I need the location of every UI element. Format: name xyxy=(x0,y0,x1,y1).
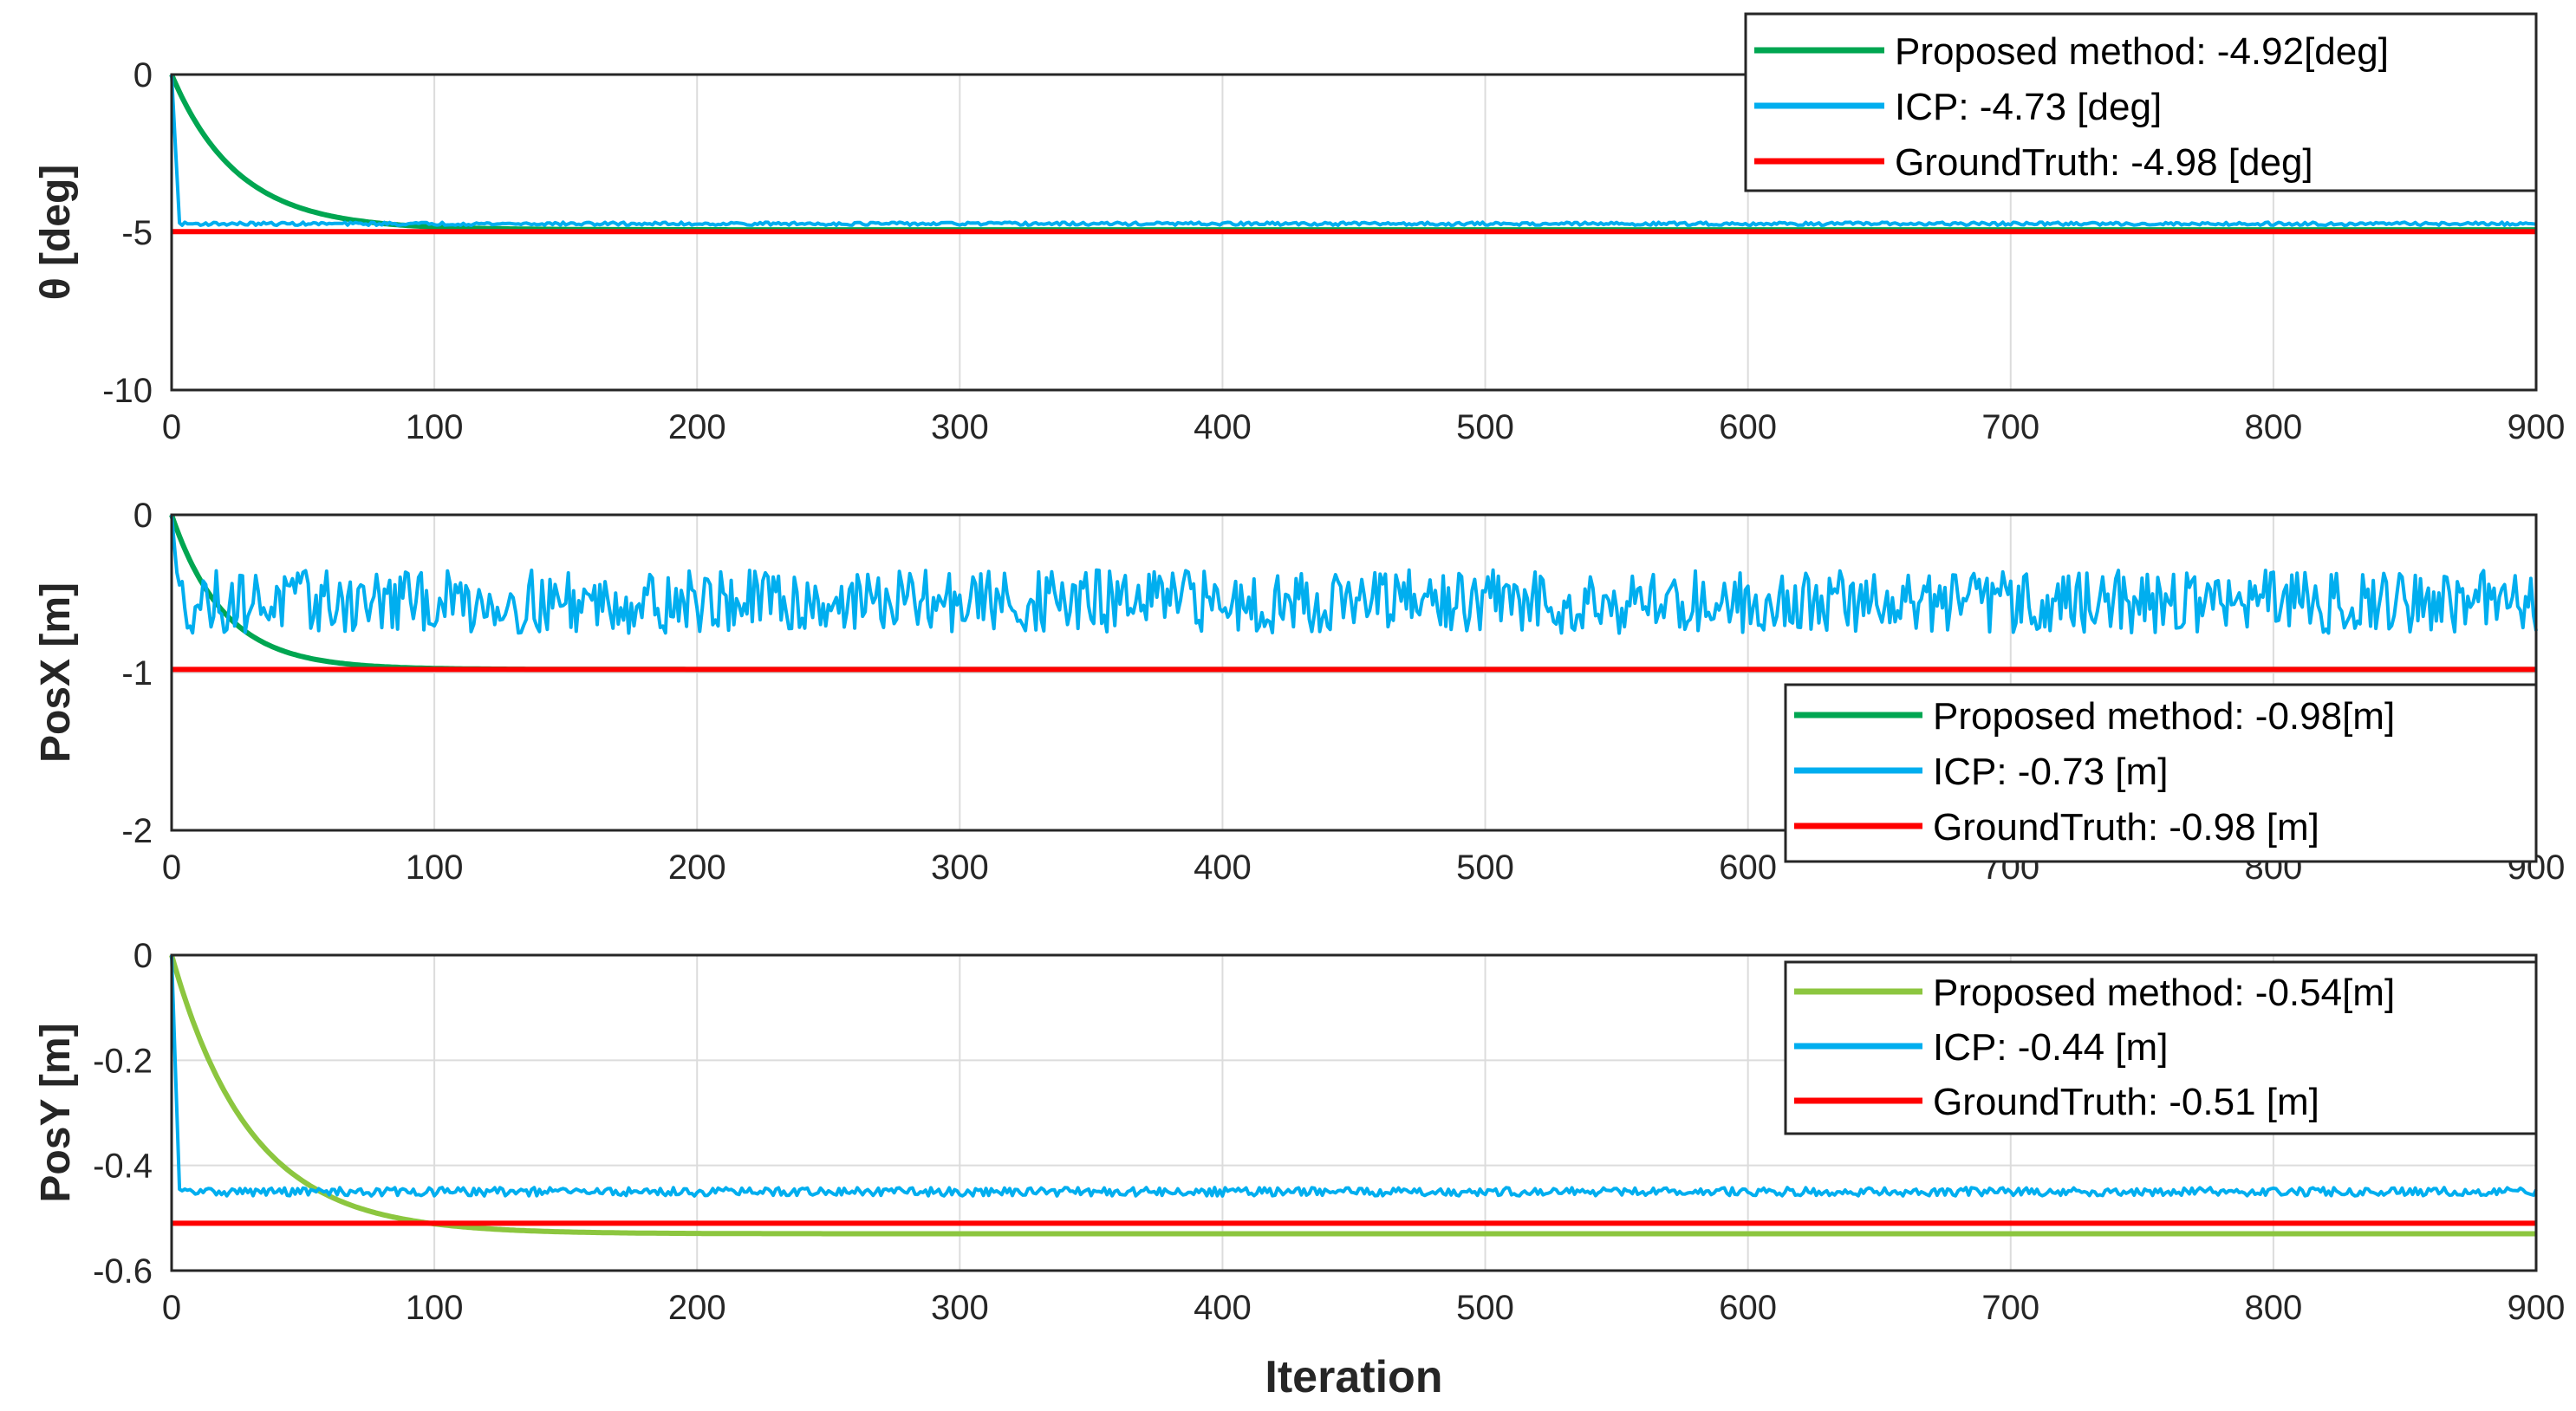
x-tick-label: 800 xyxy=(2245,408,2303,446)
x-tick-labels: 0 100 200 300 400 500 600 700 800 900 xyxy=(162,408,2566,446)
x-tick-label: 200 xyxy=(668,408,726,446)
y-tick-label: 0 xyxy=(133,56,153,94)
series-lines xyxy=(169,73,2537,235)
x-tick-label: 500 xyxy=(1456,1289,1514,1327)
x-tick-labels: 0 100 200 300 400 500 600 700 800 900 xyxy=(162,1289,2566,1327)
legend: Proposed method: -0.54[m] ICP: -0.44 [m]… xyxy=(1784,960,2538,1135)
y-tick-labels: 0 -1 -2 xyxy=(121,497,153,850)
legend: Proposed method: -4.92[deg] ICP: -4.73 [… xyxy=(1744,12,2538,192)
legend-label-proposed: Proposed method: -0.54[m] xyxy=(1933,972,2395,1014)
legend-label-groundtruth: GroundTruth: -0.51 [m] xyxy=(1933,1081,2319,1123)
y-tick-labels: 0 -5 -10 xyxy=(102,56,153,410)
legend-label-proposed: Proposed method: -4.92[deg] xyxy=(1895,30,2389,73)
y-tick-label: -0.2 xyxy=(93,1042,153,1080)
x-tick-label: 400 xyxy=(1194,408,1252,446)
x-tick-label: 500 xyxy=(1456,849,1514,887)
x-tick-label: 300 xyxy=(931,1289,989,1327)
x-tick-label: 600 xyxy=(1719,408,1777,446)
x-tick-label: 600 xyxy=(1719,849,1777,887)
legend-label-proposed: Proposed method: -0.98[m] xyxy=(1933,695,2395,738)
series-line-icp xyxy=(170,514,2538,635)
x-tick-label: 700 xyxy=(1981,1289,2039,1327)
x-tick-label: 400 xyxy=(1194,849,1252,887)
series-line-icp xyxy=(170,954,2538,1198)
legend-label-groundtruth: GroundTruth: -4.98 [deg] xyxy=(1895,141,2313,184)
x-tick-label: 100 xyxy=(406,408,464,446)
y-tick-label: -0.4 xyxy=(93,1148,153,1186)
x-tick-label: 800 xyxy=(2245,1289,2303,1327)
legend-label-groundtruth: GroundTruth: -0.98 [m] xyxy=(1933,806,2319,849)
y-tick-label: -5 xyxy=(121,214,153,252)
x-tick-label: 900 xyxy=(2508,408,2566,446)
y-tick-labels: 0 -0.2 -0.4 -0.6 xyxy=(93,937,153,1291)
legend: Proposed method: -0.98[m] ICP: -0.73 [m]… xyxy=(1784,683,2538,863)
x-tick-label: 700 xyxy=(1981,408,2039,446)
y-tick-label: -0.6 xyxy=(93,1252,153,1291)
subplot-theta: 0 100 200 300 400 500 600 700 800 900 0 -5 -10 θ [d… xyxy=(33,12,2566,446)
series-line-icp xyxy=(170,74,2537,227)
x-tick-label: 300 xyxy=(931,408,989,446)
x-tick-label: 400 xyxy=(1194,1289,1252,1327)
x-tick-label: 900 xyxy=(2508,1289,2566,1327)
series-lines xyxy=(169,954,2538,1237)
legend-label-icp: ICP: -0.44 [m] xyxy=(1933,1026,2168,1069)
y-tick-label: -2 xyxy=(121,812,153,850)
x-tick-labels: 0 100 200 300 400 500 600 700 800 900 xyxy=(162,849,2566,887)
series-lines xyxy=(169,514,2538,673)
legend-label-icp: ICP: -0.73 [m] xyxy=(1933,751,2168,793)
x-tick-label: 100 xyxy=(406,1289,464,1327)
x-tick-label: 0 xyxy=(162,1289,181,1327)
x-tick-label: 300 xyxy=(931,849,989,887)
x-tick-label: 200 xyxy=(668,1289,726,1327)
y-tick-label: -10 xyxy=(102,372,153,410)
axes-box xyxy=(170,513,2538,832)
y-axis-label: PosY [m] xyxy=(33,1023,79,1202)
legend-label-icp: ICP: -4.73 [deg] xyxy=(1895,86,2162,128)
y-axis-label: PosX [m] xyxy=(33,582,79,763)
x-tick-label: 0 xyxy=(162,849,181,887)
x-axis-label: Iteration xyxy=(1265,1352,1442,1402)
subplot-posy: 0 100 200 300 400 500 600 700 800 900 0 -0.2 -0.4 -0… xyxy=(33,937,2565,1402)
x-tick-label: 0 xyxy=(162,408,181,446)
series-line-proposed xyxy=(169,954,2536,1237)
x-tick-label: 500 xyxy=(1456,408,1514,446)
x-tick-label: 200 xyxy=(668,849,726,887)
x-tick-label: 600 xyxy=(1719,1289,1777,1327)
y-tick-label: -1 xyxy=(121,654,153,692)
axes-box xyxy=(170,73,2538,392)
subplot-posx: 0 100 200 300 400 500 600 700 800 900 0-1-2 PosX … xyxy=(33,497,2565,887)
y-tick-label: 0 xyxy=(133,937,153,975)
x-tick-label: 100 xyxy=(406,849,464,887)
y-axis-label: θ [deg] xyxy=(33,165,79,301)
y-tick-label: 0 xyxy=(133,497,153,535)
